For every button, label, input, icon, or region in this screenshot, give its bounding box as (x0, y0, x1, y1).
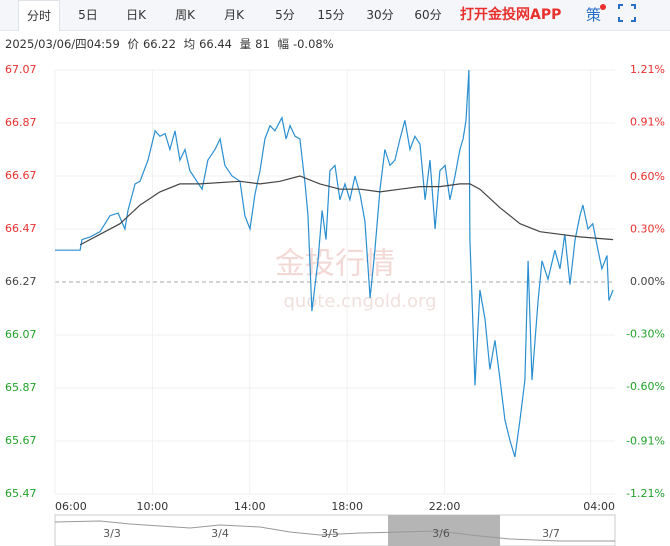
info-line: 2025/03/06/四04:59 价 66.22 均 66.44 量 81 幅 -0.… (5, 36, 338, 52)
tab[interactable]: 15分 (317, 8, 345, 22)
y-tick-label: 66.07 (5, 328, 37, 341)
tab[interactable]: 60分 (414, 8, 442, 22)
info-value: 66.22 (142, 37, 176, 51)
y-tick-label: 67.07 (5, 63, 37, 76)
navigator-window[interactable] (388, 515, 500, 546)
app-link[interactable]: 打开金投网APP (460, 7, 562, 23)
icons (600, 4, 636, 22)
watermark: 金投行情 (275, 247, 395, 282)
info-label: 幅 (277, 37, 289, 51)
tab[interactable]: 5日 (78, 8, 98, 22)
tab[interactable]: 日K (126, 8, 146, 22)
x-tick-label: 04:00 (583, 500, 615, 513)
info-label: 价 (127, 37, 139, 51)
y-tick-label: 65.87 (5, 381, 37, 394)
y2-tick-label: 0.60% (630, 170, 665, 183)
tab[interactable]: 分时 (18, 0, 60, 31)
x-tick-label: 18:00 (331, 500, 363, 513)
info-value: 81 (255, 37, 270, 51)
y-tick-label: 66.27 (5, 275, 37, 288)
x-tick-label: 22:00 (429, 500, 461, 513)
y-tick-label: 65.47 (5, 487, 37, 500)
tab[interactable]: 月K (224, 8, 244, 22)
info-label: 均 (183, 37, 196, 51)
y2-tick-label: -1.21% (626, 487, 665, 500)
y2-tick-label: 1.21% (630, 63, 665, 76)
navigator-label: 3/7 (542, 527, 560, 540)
x-tick-label: 10:00 (137, 500, 169, 513)
y2-tick-label: -0.30% (626, 328, 665, 341)
info-value: -0.08% (292, 37, 334, 51)
strategy-icon[interactable]: 策 (586, 6, 602, 24)
x-tick-label: 14:00 (234, 500, 266, 513)
tab-bar: 打开金投网APP 策 分时 5日 日K 周K 月K 5分 15分 30分 60分 (0, 0, 670, 31)
tab[interactable]: 30分 (366, 8, 394, 22)
info-value: 66.44 (199, 37, 232, 51)
y-tick-label: 66.47 (5, 222, 37, 235)
y-tick-label: 65.67 (5, 434, 37, 447)
navigator-label: 3/3 (103, 527, 121, 540)
y-tick-label: 66.67 (5, 169, 37, 182)
y2-tick-label: 0.30% (630, 222, 665, 235)
navigator-label: 3/6 (432, 527, 450, 540)
watermark: quote.cngold.org (283, 291, 436, 312)
navigator-label: 3/4 (211, 527, 229, 540)
fullscreen-icon[interactable] (618, 4, 636, 22)
series-line (55, 69, 614, 458)
y2-tick-label: 0.00% (630, 275, 665, 288)
navigator[interactable] (54, 514, 616, 546)
badge (600, 4, 606, 10)
series-line (79, 175, 614, 246)
y2-tick-label: 0.91% (630, 116, 665, 129)
info-label: 量 (239, 37, 252, 51)
y2-tick-label: -0.91% (626, 434, 665, 447)
tab[interactable]: 周K (175, 8, 195, 22)
x-tick-label: 06:00 (55, 500, 87, 513)
info-datetime: 2025/03/06/四04:59 (5, 37, 120, 51)
tab[interactable]: 5分 (275, 8, 295, 22)
y-tick-label: 66.87 (5, 116, 37, 129)
navigator-label: 3/5 (321, 527, 339, 540)
navigator-line (54, 520, 615, 542)
y2-tick-label: -0.60% (626, 380, 665, 393)
